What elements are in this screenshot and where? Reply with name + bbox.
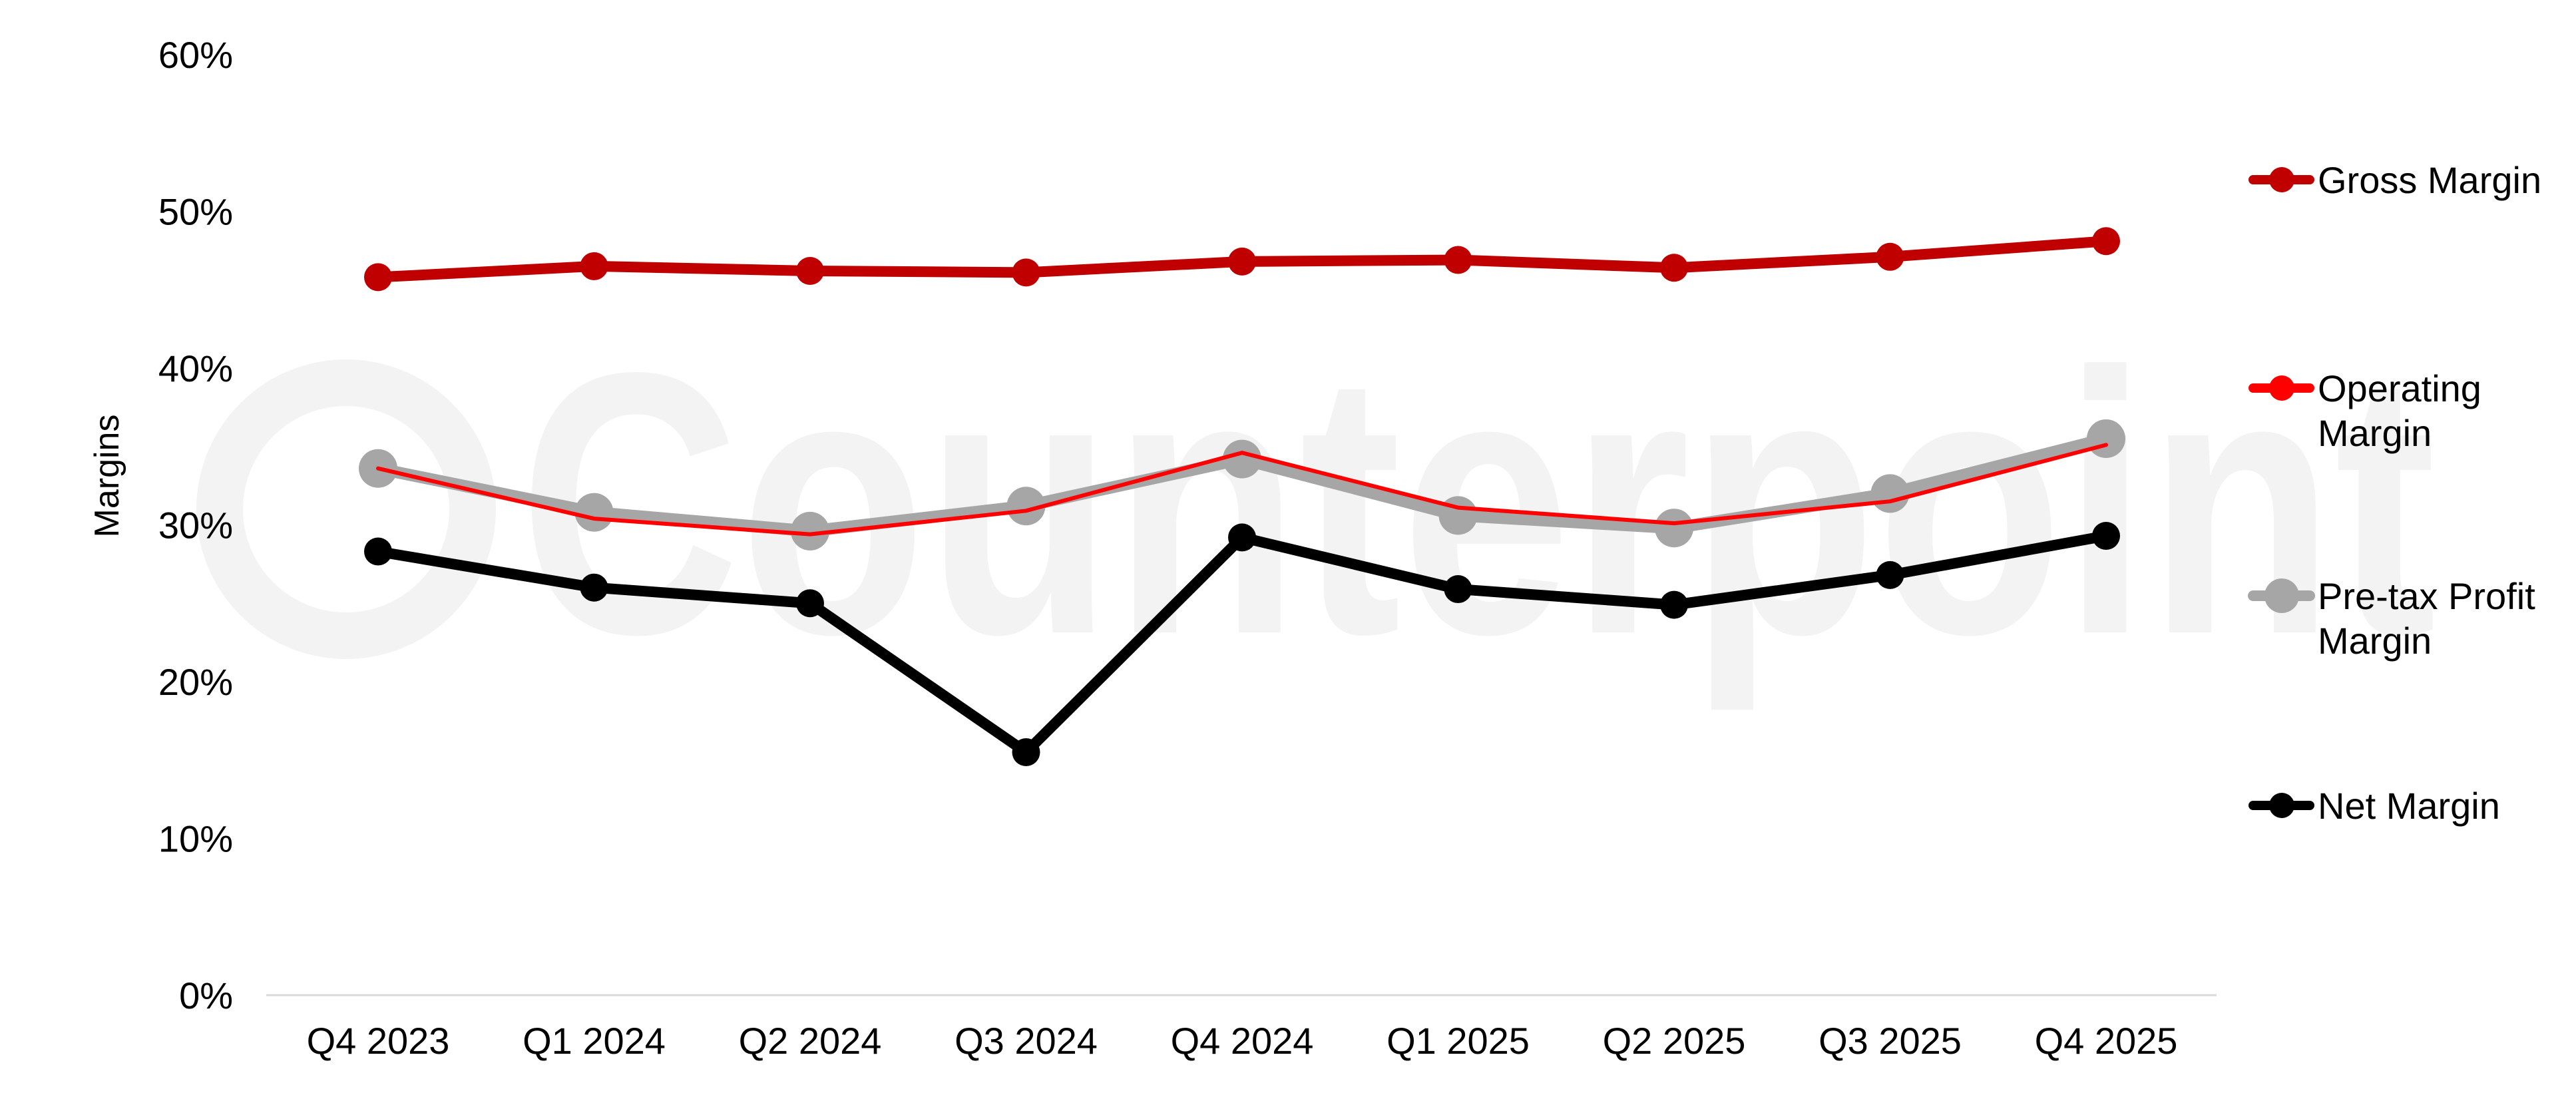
legend-label: Pre-tax Profit Margin [2318,575,2535,662]
net-margin-point [1444,575,1472,604]
legend-label-line: Margin [2318,412,2432,454]
pre-tax-profit-margin-point [1438,496,1478,535]
y-tick-label: 10% [158,818,233,860]
legend-label: Net Margin [2318,785,2500,827]
legend-swatch-marker [2269,793,2294,818]
y-tick-label: 0% [179,975,233,1016]
legend-label: Operating Margin [2318,367,2481,454]
net-margin-point [796,589,824,618]
gross-margin-point [364,263,392,292]
x-tick-label: Q3 2024 [955,1020,1098,1062]
pre-tax-profit-margin-point [1870,474,1910,513]
net-margin-point [1012,738,1040,766]
legend-label-line: Margin [2318,620,2432,662]
y-tick-label: 20% [158,661,233,703]
legend-item-net-margin: Net Margin [2249,785,2500,827]
legend-item-operating-margin: Operating Margin [2249,367,2481,454]
y-axis-title: Margins [88,415,126,538]
net-margin-point [1876,560,1904,589]
x-tick-label: Q1 2024 [523,1020,666,1062]
series-gross-margin [364,227,2120,292]
net-margin-point [1660,590,1688,619]
watermark: Counterpoint [519,295,2436,714]
gross-margin-point [796,256,824,285]
net-margin-point [1228,523,1256,552]
pre-tax-profit-margin-point [2087,419,2125,458]
net-margin-point [2092,521,2120,550]
gross-margin-point [1876,242,1904,271]
gross-margin-point [580,252,608,280]
gross-margin-point [1012,258,1040,287]
x-tick-label: Q4 2023 [307,1020,450,1062]
y-tick-label: 60% [158,34,233,76]
x-tick-label: Q4 2025 [2035,1020,2178,1062]
gross-margin-point [1228,247,1256,276]
pre-tax-profit-margin-point [791,511,829,550]
y-tick-label: 40% [158,347,233,389]
legend-item-pre-tax-profit-margin: Pre-tax Profit Margin [2248,575,2535,662]
watermark-logo [196,359,496,659]
watermark-logo-ring [196,359,496,659]
x-tick-label: Q4 2024 [1171,1020,1314,1062]
series-net-margin [364,521,2120,766]
series-layer [359,227,2125,766]
x-tick-label: Q3 2025 [1819,1020,1962,1062]
legend-label-line: Pre-tax Profit [2318,575,2535,617]
net-margin-point [580,573,608,602]
y-tick-label: 30% [158,505,233,547]
pre-tax-profit-margin-point [1006,487,1046,526]
x-tick-label: Q2 2024 [739,1020,882,1062]
legend-swatch-marker [2269,375,2294,401]
x-tick-label: Q1 2025 [1387,1020,1530,1062]
series-operating-margin [376,443,2108,537]
legend-label: Gross Margin [2318,159,2541,201]
operating-margin-line [376,443,2108,537]
legend-label-line: Gross Margin [2318,159,2541,201]
legend-swatch-marker [2269,167,2294,192]
net-margin-point [364,537,392,566]
legend-item-gross-margin: Gross Margin [2249,159,2541,201]
axes: 0% 10% 20% 30% 40% 50% 60% Q4 2023 Q1 2024 Q2 202… [158,34,2217,1062]
legend-swatch-marker [2264,578,2299,613]
y-tick-label: 50% [158,191,233,233]
pre-tax-profit-margin-point [1655,509,1693,548]
pre-tax-profit-margin-point [574,493,614,532]
gross-margin-point [2092,227,2120,256]
gross-margin-point [1660,254,1688,282]
gross-margin-point [1444,246,1472,274]
legend-label-line: Operating [2318,367,2481,409]
x-tick-label: Q2 2025 [1603,1020,1746,1062]
legend-label-line: Net Margin [2318,785,2500,827]
pre-tax-profit-margin-point [1223,439,1261,479]
